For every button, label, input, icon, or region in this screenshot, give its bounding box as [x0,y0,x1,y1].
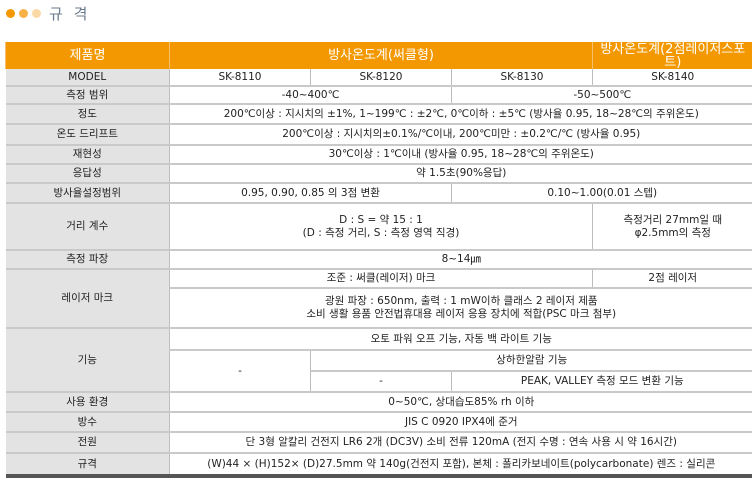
table-row: 전원 단 3형 알칼리 건전지 LR6 2개 (DC3V) 소비 전류 120m… [5,432,752,454]
header-row: 제품명 방사온도계(써클형) 방사온도계(2점레이저스포트) [5,42,752,69]
cell: - [169,350,311,393]
table-row: 기능 오토 파워 오프 기능, 자동 백 라이트 기능 [5,328,752,393]
row-label: 거리 계수 [5,203,170,251]
cell: 오토 파워 오프 기능, 자동 백 라이트 기능 [168,328,752,351]
table-row: - 상하한알람 기능 [6,350,752,393]
header-group1: 방사온도계(써클형) [168,42,593,69]
table-row: - PEAK, VALLEY 측정 모드 변환 기능 [6,371,752,393]
cell: 0~50℃, 상대습도85% rh 이하 [168,392,752,413]
dot-icon [19,8,28,18]
cell: 0.95, 0.90, 0.85 의 3점 변환 [169,183,452,204]
row-label: 측정 범위 [5,86,170,105]
header-group2: 방사온도계(2점레이저스포트) [592,42,752,69]
cell: 2점 레이저 [592,269,752,289]
table-row: 규격 (W)44 × (H)152× (D)27.5mm 약 140g(건전지 … [5,453,752,477]
cell: 약 1.5초(90%응답) [168,164,752,184]
row-label: 온도 드리프트 [5,124,170,146]
cell: SK-8120 [310,69,452,87]
cell: - [310,371,452,393]
dot-icon [32,8,41,18]
cell: 조준 : 써클(레이저) 마크 [168,269,593,289]
table-row: 응답성 약 1.5초(90%응답) [5,164,752,184]
row-label: 전원 [5,432,170,454]
cell: 0.10~1.00(0.01 스텝) [450,183,752,204]
table-row: 정도 200℃이상 : 지시치의 ±1%, 1~199℃ : ±2℃, 0℃이하… [5,104,752,125]
cell: -50~500℃ [450,86,752,105]
table-row: 측정 범위 -40~400℃ -50~500℃ [5,86,752,105]
cell: SK-8110 [169,69,311,87]
cell: (W)44 × (H)152× (D)27.5mm 약 140g(건전지 포함)… [168,453,752,477]
section-title: 규 격 [6,2,90,24]
row-label: 기능 [5,328,170,393]
cell: JIS C 0920 IPX4에 준거 [168,412,752,433]
cell: 200℃이상 : 지시치의±0.1%/℃이내, 200℃미만 : ±0.2℃/℃… [168,124,752,146]
cell-line: 광원 파장 : 650nm, 출력 : 1 mW이하 클래스 2 레이저 제품 [324,295,598,307]
table-row: 거리 계수 D : S = 약 15 : 1 (D : 측정 거리, S : 측정… [5,203,752,251]
table-row: 레이저 마크 조준 : 써클(레이저) 마크 2점 레이저 [5,269,752,329]
header-label: 제품명 [5,42,170,69]
table-row: 방사율설정범위 0.95, 0.90, 0.85 의 3점 변환 0.10~1.… [5,183,752,204]
row-label: 방수 [5,412,170,433]
row-label: 정도 [5,104,170,125]
cell: SK-8130 [450,69,593,87]
table-row: MODEL SK-8110 SK-8120 SK-8130 SK-8140 [5,69,752,87]
cell: 200℃이상 : 지시치의 ±1%, 1~199℃ : ±2℃, 0℃이하 : … [168,104,752,125]
row-label: 레이저 마크 [5,269,170,329]
table-row: 사용 환경 0~50℃, 상대습도85% rh 이하 [5,392,752,413]
cell-line: D : S = 약 15 : 1 [339,213,423,226]
cell-line: φ2.5mm의 측정 [634,226,711,239]
row-label: MODEL [5,69,170,87]
table-row: 온도 드리프트 200℃이상 : 지시치의±0.1%/℃이내, 200℃미만 :… [5,124,752,146]
cell: 광원 파장 : 650nm, 출력 : 1 mW이하 클래스 2 레이저 제품 소… [168,288,752,329]
dot-icon [6,8,15,18]
row-label: 응답성 [5,164,170,184]
cell-line: 측정거리 27mm일 때 [623,213,722,226]
table-row: 광원 파장 : 650nm, 출력 : 1 mW이하 클래스 2 레이저 제품 소… [6,288,752,329]
row-label: 측정 파장 [5,250,170,270]
cell: 상하한알람 기능 [309,350,752,372]
cell: 단 3형 알칼리 건전지 LR6 2개 (DC3V) 소비 전류 120mA (… [168,432,752,454]
table-row: 방수 JIS C 0920 IPX4에 준거 [5,412,752,433]
spec-table: 제품명 방사온도계(써클형) 방사온도계(2점레이저스포트) MODEL SK-… [5,42,752,478]
cell-line: (D : 측정 거리, S : 측정 영역 직경) [302,226,460,239]
row-label: 방사율설정범위 [5,183,170,204]
row-label: 사용 환경 [5,392,170,413]
cell: 30℃이상 : 1℃이내 (방사율 0.95, 18~28℃의 주위온도) [168,145,752,165]
row-label: 재현성 [5,145,170,165]
table-row: 측정 파장 8~14㎛ [5,250,752,270]
cell: -40~400℃ [169,86,452,105]
cell-line: 소비 생활 용품 안전법휴대용 레이저 응용 장치에 적합(PSC 마크 첨부) [306,308,617,320]
cell: 측정거리 27mm일 때 φ2.5mm의 측정 [592,203,752,251]
row-label: 규격 [5,453,170,477]
cell: PEAK, VALLEY 측정 모드 변환 기능 [450,371,752,393]
cell: D : S = 약 15 : 1 (D : 측정 거리, S : 측정 영역 직경… [168,203,593,251]
section-title-text: 규 격 [49,4,91,23]
cell: SK-8140 [592,69,752,87]
cell: 8~14㎛ [168,250,752,270]
table-row: 재현성 30℃이상 : 1℃이내 (방사율 0.95, 18~28℃의 주위온도… [5,145,752,165]
